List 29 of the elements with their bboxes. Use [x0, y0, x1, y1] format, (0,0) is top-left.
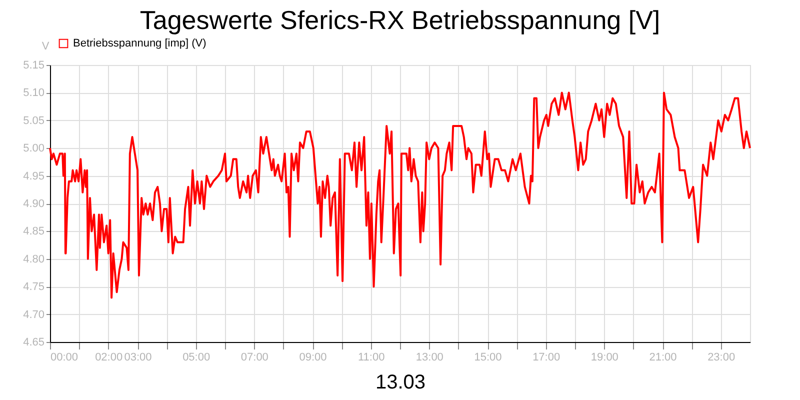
x-tick-label: 17:00 [532, 352, 560, 364]
y-tick-label: 4.75 [23, 281, 44, 294]
y-tick-label: 4.65 [23, 336, 44, 348]
x-tick-label: 07:00 [240, 352, 268, 364]
x-tick-label: 00:00 [50, 352, 78, 364]
x-tick-label: 03:00 [124, 352, 152, 364]
y-tick-label: 4.95 [23, 170, 44, 182]
y-axis-title: V [42, 40, 50, 52]
y-tick-label: 5.05 [23, 114, 44, 127]
x-tick-label: 13:00 [416, 352, 444, 364]
y-tick-label: 4.85 [23, 226, 44, 238]
y-tick-label: 4.90 [23, 198, 44, 210]
y-tick-label: 5.00 [23, 142, 44, 155]
y-tick-label: 4.80 [23, 253, 44, 266]
chart-title: Tageswerte Sferics-RX Betriebsspannung [V] [140, 5, 660, 35]
x-tick-label: 15:00 [474, 352, 502, 364]
x-tick-label: 19:00 [590, 352, 618, 364]
x-tick-label: 11:00 [358, 352, 385, 364]
x-axis-title: 13.03 [375, 372, 426, 394]
y-tick-label: 5.15 [23, 60, 44, 72]
y-tick-label: 5.10 [23, 87, 44, 100]
x-tick-label: 21:00 [649, 352, 677, 364]
x-tick-label: 09:00 [299, 352, 327, 364]
x-tick-label: 23:00 [708, 352, 736, 364]
x-tick-label: 05:00 [182, 352, 210, 364]
line-series [49, 92, 751, 299]
x-tick-label: 02:00 [95, 352, 123, 364]
y-tick-label: 4.70 [23, 308, 44, 321]
legend-label: Betriebsspannung [imp] (V) [73, 38, 206, 50]
